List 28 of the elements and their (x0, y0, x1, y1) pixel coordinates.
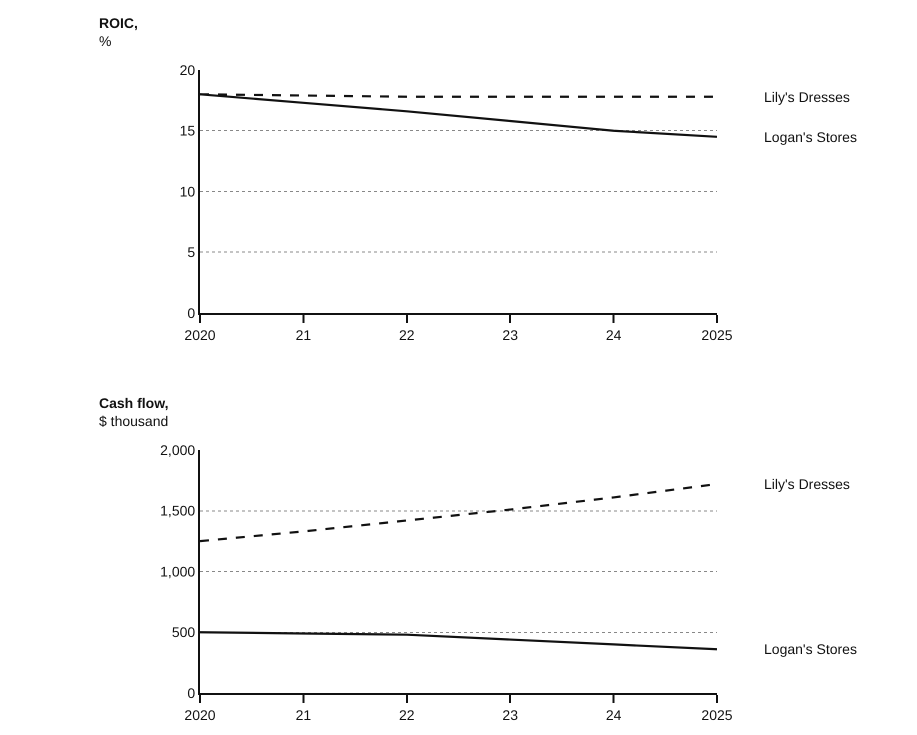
y-axis-title: Cash flow, $ thousand (99, 395, 168, 430)
text: Lily's Dresses (764, 89, 850, 105)
x-tick-label: 24 (606, 706, 622, 723)
y-tick-label: 1,500 (160, 502, 196, 519)
x-tick-label: 2025 (701, 326, 733, 343)
y-tick-label: 0 (187, 684, 196, 701)
y-tick-label: 15 (180, 122, 196, 139)
x-tick-label: 2020 (184, 706, 216, 723)
y-tick-label: 10 (180, 183, 196, 200)
x-tick-label: 22 (399, 706, 415, 723)
y-axis-title: ROIC, % (99, 15, 138, 50)
x-tick-label: 21 (296, 706, 312, 723)
x-tick-label: 24 (606, 326, 622, 343)
x-tick-label: 2020 (184, 326, 216, 343)
x-tick-label: 23 (502, 326, 518, 343)
text: Lily's Dresses (764, 476, 850, 492)
text: Logan's Stores (764, 129, 857, 145)
y-tick-label: 20 (180, 62, 196, 78)
x-tick-label: 2025 (701, 706, 733, 723)
x-tick-label: 22 (399, 326, 415, 343)
y-tick-label: 5 (187, 244, 196, 260)
text: Logan's Stores (764, 641, 857, 657)
x-tick-label: 23 (502, 706, 518, 723)
y-tick-label: 1,000 (160, 563, 196, 580)
y-tick-label: 0 (187, 304, 196, 321)
x-tick-label: 21 (296, 326, 312, 343)
y-tick-label: 500 (172, 624, 196, 640)
y-tick-label: 2,000 (160, 442, 196, 458)
